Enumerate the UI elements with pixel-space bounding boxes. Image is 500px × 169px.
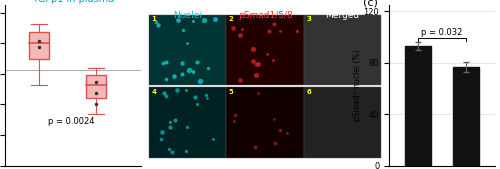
Bar [149, 87, 226, 158]
Text: 5: 5 [229, 89, 234, 95]
Text: (c): (c) [362, 0, 378, 7]
Text: p = 0.032: p = 0.032 [422, 28, 463, 37]
FancyBboxPatch shape [29, 32, 49, 59]
Text: 3: 3 [306, 16, 311, 22]
Bar [149, 15, 226, 85]
Text: pSmad1/5/8: pSmad1/5/8 [238, 11, 292, 20]
Bar [453, 67, 479, 166]
Text: Hypo: Hypo [138, 35, 147, 55]
Text: Merged: Merged [326, 11, 360, 20]
Text: Nuelei: Nuelei [174, 11, 203, 20]
Text: 1: 1 [152, 16, 156, 22]
Bar [304, 87, 381, 158]
FancyBboxPatch shape [86, 75, 106, 98]
Title: TGFβ1 in plasma: TGFβ1 in plasma [32, 0, 114, 4]
Y-axis label: pSmad⁺ nuclei (%): pSmad⁺ nuclei (%) [353, 50, 362, 121]
Text: R Low/+: R Low/+ [138, 106, 147, 138]
Bar [226, 15, 304, 85]
Text: p = 0.0024: p = 0.0024 [48, 117, 94, 126]
Bar [404, 46, 431, 166]
Bar [304, 15, 381, 85]
Text: 2: 2 [229, 16, 234, 22]
Bar [226, 87, 304, 158]
Text: 4: 4 [152, 89, 156, 95]
Text: 6: 6 [306, 89, 311, 95]
